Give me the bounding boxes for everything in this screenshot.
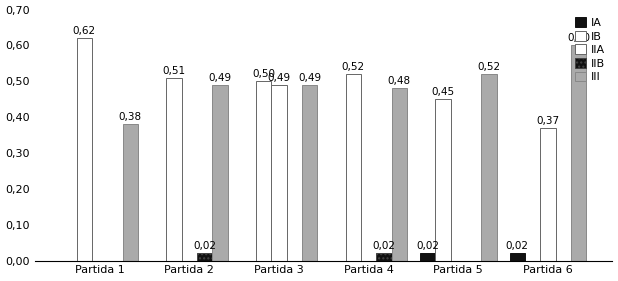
- Bar: [540, 128, 556, 260]
- Text: 0,51: 0,51: [163, 65, 185, 76]
- Bar: [435, 99, 451, 260]
- Text: 0,38: 0,38: [119, 112, 142, 122]
- Bar: [166, 78, 182, 260]
- Text: 0,02: 0,02: [506, 241, 529, 251]
- Text: 0,50: 0,50: [252, 69, 275, 79]
- Text: 0,48: 0,48: [387, 76, 411, 86]
- Bar: [481, 74, 496, 260]
- Bar: [420, 253, 435, 260]
- Bar: [510, 253, 525, 260]
- Bar: [122, 124, 138, 260]
- Bar: [256, 81, 271, 260]
- Text: 0,45: 0,45: [431, 87, 454, 97]
- Bar: [571, 46, 586, 260]
- Text: 0,49: 0,49: [298, 73, 321, 83]
- Text: 0,49: 0,49: [208, 73, 231, 83]
- Bar: [376, 253, 392, 260]
- Text: 0,02: 0,02: [373, 241, 396, 251]
- Text: 0,37: 0,37: [536, 116, 559, 126]
- Text: 0,52: 0,52: [477, 62, 501, 72]
- Legend: IA, IB, IIA, IIB, III: IA, IB, IIA, IIB, III: [573, 15, 607, 85]
- Text: 0,02: 0,02: [193, 241, 216, 251]
- Bar: [345, 74, 361, 260]
- Bar: [77, 38, 92, 260]
- Bar: [271, 85, 287, 260]
- Text: 0,62: 0,62: [73, 26, 96, 36]
- Text: 0,49: 0,49: [268, 73, 290, 83]
- Bar: [212, 85, 227, 260]
- Bar: [302, 85, 317, 260]
- Text: 0,60: 0,60: [567, 33, 590, 43]
- Text: 0,52: 0,52: [342, 62, 365, 72]
- Text: 0,02: 0,02: [416, 241, 439, 251]
- Bar: [392, 89, 407, 260]
- Bar: [197, 253, 212, 260]
